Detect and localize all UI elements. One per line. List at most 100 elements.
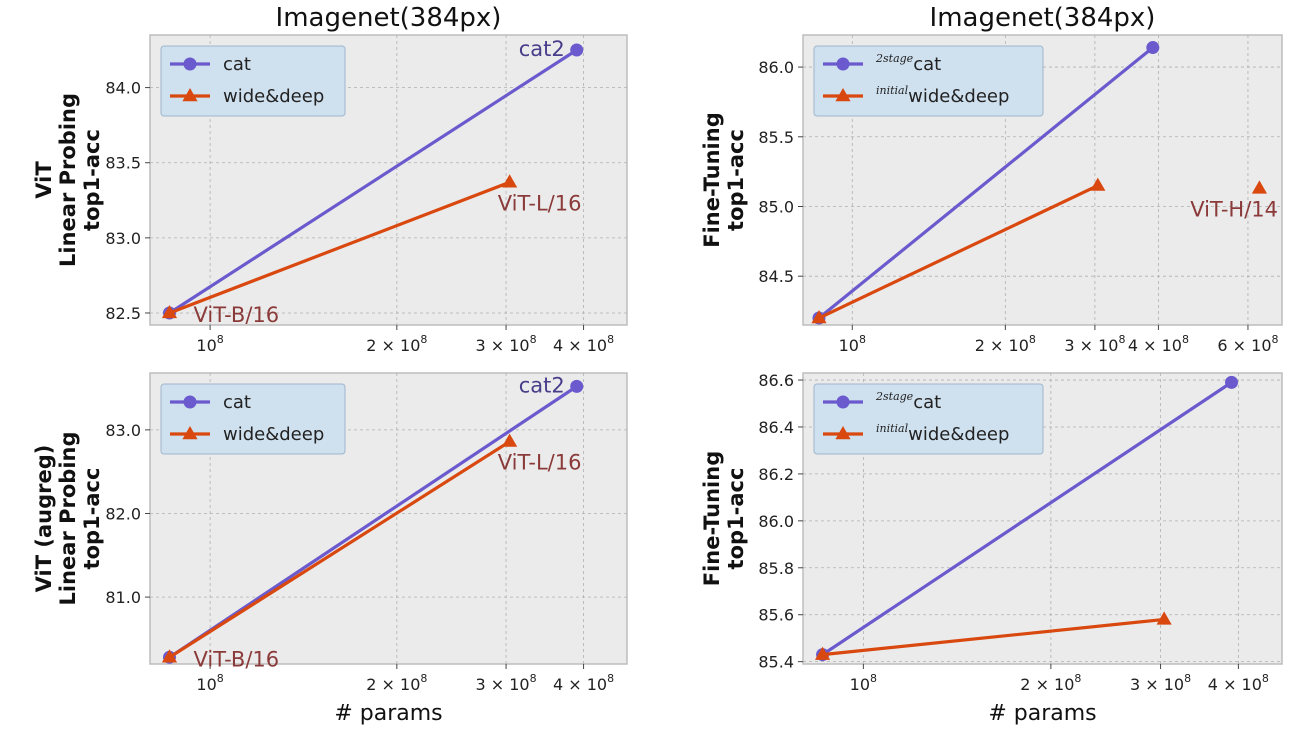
y-tick-label: 85.4 [758,653,794,672]
data-point [502,433,518,447]
x-tick-label: 4 × 108 [553,333,614,355]
x-tick-label: 6 × 108 [1217,333,1278,355]
x-axis-label: # params [334,701,442,726]
data-label: cat2 [519,373,565,397]
y-tick-label: 82.5 [105,304,141,323]
x-tick-label: 108 [196,333,223,355]
legend-marker [835,88,851,102]
series-wide-deep [161,433,518,663]
legend-box [813,383,1044,455]
legend-marker [836,57,850,71]
chart-panel-3: 81.0 82.0 83.0 108 2 × 108 3 × 108 4 × 108 ViT … [32,372,628,726]
y-tick-label: 83.0 [105,421,141,440]
data-label: ViT-B/16 [193,647,279,671]
data-point [161,304,178,319]
data-point [1090,177,1106,191]
data-point [502,174,518,188]
y-axis-label: ViT (augreg) [32,445,56,593]
series-wide-deep [811,177,1106,324]
y-tick-label: 86.0 [758,512,794,531]
y-axis-label: Fine-Tuning [700,451,724,586]
legend-label: initialwide&deep [876,84,1009,107]
y-tick-label: 86.4 [758,418,794,437]
x-tick-label: 4 × 108 [1208,672,1269,694]
x-tick-label: 3 × 108 [1130,672,1191,694]
legend-marker [183,395,197,409]
y-tick-label: 85.0 [758,197,794,216]
chart-title: Imagenet(384px) [930,3,1156,33]
legend-label: 2stagecat [875,390,941,413]
data-point [1146,41,1160,55]
y-axis-label: top1-acc [80,129,104,231]
series-line [168,385,578,659]
legend-label: wide&deep [223,86,324,107]
series-line [168,48,578,315]
legend: 2stagecat initialwide&deep [813,383,1044,455]
series-line [818,184,1099,320]
x-axis-label: # params [988,701,1096,726]
series-line [817,46,1154,320]
y-tick-label: 86.0 [758,58,794,77]
y-axis-label: top1-acc [80,468,104,570]
data-point [1251,180,1268,194]
legend-marker [182,426,198,440]
data-point [570,43,584,57]
legend-label: wide&deep [223,424,324,445]
x-tick-label: 2 × 108 [366,672,427,694]
series-wide-deep [814,611,1172,660]
legend-label: initialwide&deep [876,422,1009,445]
x-tick-label: 108 [839,333,866,355]
chart-panel-4: 85.4 85.6 85.8 86.0 86.2 86.4 86.6 108 2 × 108 3 … [700,371,1283,726]
data-point [1225,375,1239,389]
y-tick-label: 83.0 [105,229,141,248]
x-tick-label: 108 [196,672,223,694]
x-tick-label: 3 × 108 [1064,333,1125,355]
y-tick-label: 84.5 [758,267,794,286]
legend: cat wide&deep [160,45,346,117]
y-tick-label: 86.6 [758,371,794,390]
legend-label: cat [223,54,251,75]
y-tick-label: 83.5 [105,154,141,173]
data-point [161,649,178,663]
data-label: ViT-H/14 [1190,197,1278,221]
legend-box [813,45,1044,117]
legend-label: cat [223,392,251,413]
x-tick-label: 2 × 108 [366,333,427,355]
legend-marker [182,88,198,102]
y-axis-label: top1-acc [724,129,748,231]
chart-title: Imagenet(384px) [276,3,502,33]
data-point [570,379,584,393]
series-vit-h-14 [1251,180,1268,194]
series-line [821,381,1233,656]
x-tick-label: 2 × 108 [1020,672,1081,694]
y-tick-label: 85.5 [758,128,794,147]
legend-marker [836,395,850,409]
data-label: ViT-L/16 [498,451,582,475]
x-tick-label: 4 × 108 [553,672,614,694]
y-axis-label: Linear Probing [56,432,80,606]
y-tick-label: 86.2 [758,465,794,484]
x-tick-label: 4 × 108 [1128,333,1189,355]
y-tick-label: 81.0 [105,588,141,607]
data-label: ViT-L/16 [498,191,582,215]
y-axis-label: Linear Probing [56,93,80,267]
legend: 2stagecat initialwide&deep [813,45,1044,117]
series-line [822,617,1165,657]
y-axis-label: Fine-Tuning [700,112,724,247]
chart-panel-1: 82.5 83.0 83.5 84.0 108 2 × 108 3 × 108 4 × 108… [32,3,628,355]
y-tick-label: 82.0 [105,504,141,523]
x-tick-label: 2 × 108 [975,333,1036,355]
data-point [1156,611,1172,625]
y-tick-label: 85.6 [758,606,794,625]
series-line [168,440,511,659]
x-tick-label: 3 × 108 [475,333,536,355]
x-tick-label: 3 × 108 [475,672,536,694]
chart-panel-2: 84.5 85.0 85.5 86.0 108 2 × 108 3 × 108 4 × 108… [700,3,1283,355]
x-tick-label: 108 [850,672,877,694]
y-axis-label: top1-acc [724,468,748,570]
legend-label: 2stagecat [875,52,941,75]
series-wide-deep [161,174,518,319]
legend-marker [835,426,851,440]
